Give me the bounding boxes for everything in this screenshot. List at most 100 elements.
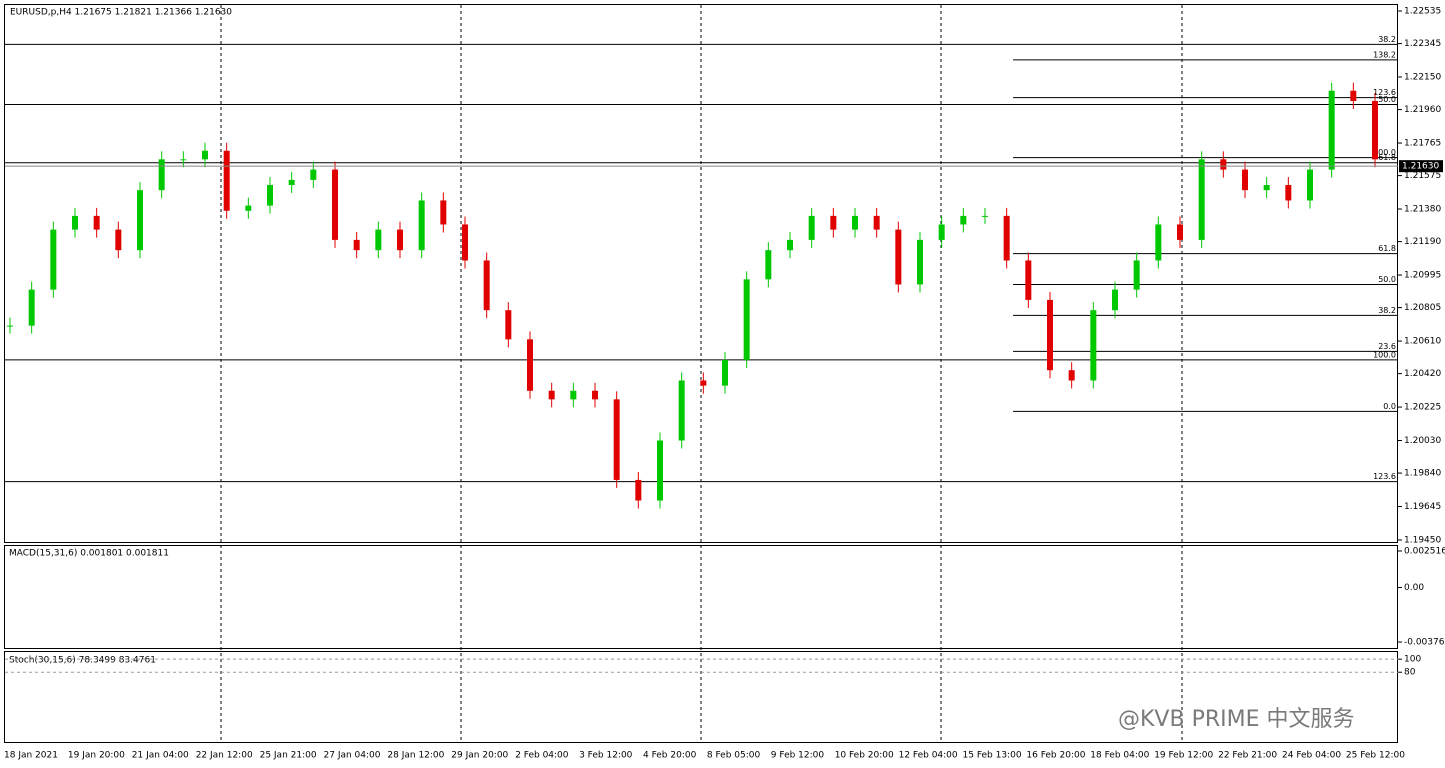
candle [310, 169, 317, 180]
candle [743, 279, 750, 360]
candle [830, 215, 837, 230]
y-tick-label: 1.21380 [1404, 205, 1441, 215]
x-tick-label: 29 Jan 20:00 [451, 751, 508, 761]
x-tick-label: 24 Feb 04:00 [1282, 751, 1341, 761]
level-label: 50.0 [1378, 95, 1396, 104]
candle [1198, 159, 1205, 240]
candle [657, 440, 663, 501]
candle [700, 380, 707, 386]
candle [592, 390, 598, 400]
candle [678, 380, 685, 441]
macd-label: MACD(15,31,6) 0.001801 0.001811 [9, 549, 169, 559]
y-tick-label: 1.20610 [1404, 337, 1441, 347]
candle [527, 339, 533, 391]
x-tick-label: 15 Feb 13:00 [963, 751, 1022, 761]
x-tick-label: 9 Feb 12:00 [771, 751, 825, 761]
candle [808, 215, 815, 240]
candle [852, 215, 858, 230]
candle [440, 200, 447, 225]
candle [765, 250, 772, 280]
stoch-frame [4, 651, 1398, 743]
candle [873, 215, 880, 230]
candle [917, 239, 923, 285]
x-tick-label: 3 Feb 12:00 [579, 751, 633, 761]
y-tick-label: 1.20030 [1404, 436, 1441, 446]
y-tick-label: 1.19450 [1404, 535, 1441, 545]
y-tick-label: 1.21190 [1404, 237, 1441, 247]
candle [787, 239, 793, 251]
candle [635, 479, 642, 501]
x-tick-label: 22 Feb 21:00 [1218, 751, 1277, 761]
y-tick-label: 1.19840 [1404, 469, 1441, 479]
main-frame [4, 4, 1398, 543]
candle [7, 325, 13, 327]
y-tick-label: 1.21960 [1404, 105, 1441, 115]
candle [1285, 185, 1292, 201]
candle [613, 399, 620, 480]
x-tick-label: 18 Feb 04:00 [1090, 751, 1149, 761]
candle [353, 239, 360, 251]
x-tick-label: 2 Feb 04:00 [515, 751, 569, 761]
level-label: 0.0 [1383, 402, 1396, 411]
level-label: 38.2 [1378, 306, 1396, 315]
candle [982, 215, 988, 217]
x-tick-label: 19 Feb 12:00 [1154, 751, 1213, 761]
current-price-label: 1.21630 [1402, 162, 1439, 172]
candle [722, 359, 728, 386]
candle [938, 224, 945, 240]
x-tick-label: 21 Jan 04:00 [132, 751, 189, 761]
candle [245, 205, 252, 211]
candle [1112, 289, 1118, 311]
y-tick-label: 0.00 [1404, 583, 1424, 593]
candle [895, 229, 902, 285]
candle [115, 229, 122, 251]
candle [93, 215, 100, 230]
y-tick-label: 1.20805 [1404, 303, 1441, 313]
y-tick-label: 1.21575 [1404, 171, 1441, 181]
level-label: 123.6 [1373, 88, 1396, 97]
y-tick-label: 1.20225 [1404, 403, 1441, 413]
x-tick-label: 19 Jan 20:00 [68, 751, 125, 761]
candle [1372, 101, 1378, 160]
y-tick-label: 1.21765 [1404, 139, 1441, 149]
candle [1242, 169, 1248, 191]
candle [1263, 185, 1270, 191]
candle [1307, 169, 1313, 201]
level-label: 23.6 [1378, 342, 1396, 351]
candle [483, 260, 490, 311]
y-tick-label: 1.22345 [1404, 39, 1441, 49]
y-tick-label: 1.22535 [1404, 7, 1441, 17]
period-separators [220, 5, 1183, 742]
y-tick-label: 1.20995 [1404, 271, 1441, 281]
y-tick-label: 1.22150 [1404, 73, 1441, 83]
x-tick-label: 18 Jan 2021 [4, 751, 58, 761]
candle [332, 169, 338, 240]
candle [158, 159, 165, 191]
candle [1350, 90, 1357, 102]
level-label: 61.8 [1378, 244, 1396, 253]
x-tick-label: 25 Jan 21:00 [260, 751, 317, 761]
y-tick-label: 100 [1404, 655, 1421, 665]
candle [137, 190, 143, 251]
candle [1155, 224, 1162, 261]
level-label: 100.0 [1373, 350, 1396, 359]
candle [267, 185, 273, 206]
candle [202, 150, 208, 160]
watermark: @KVB PRIME 中文服务 [1118, 707, 1354, 732]
candle [223, 150, 230, 211]
candle [960, 215, 967, 225]
candle [1177, 224, 1183, 240]
y-tick-label: -0.003769 [1404, 638, 1445, 648]
y-tick-label: 1.20420 [1404, 369, 1441, 379]
candle [1220, 159, 1227, 170]
candle [180, 159, 187, 161]
candle [1328, 90, 1335, 170]
candle [397, 229, 403, 251]
x-tick-label: 28 Jan 12:00 [387, 751, 444, 761]
candle [72, 215, 78, 230]
x-tick-label: 8 Feb 05:00 [707, 751, 761, 761]
x-tick-label: 4 Feb 20:00 [643, 751, 697, 761]
candle [505, 310, 512, 340]
level-label: 38.2 [1378, 35, 1396, 44]
